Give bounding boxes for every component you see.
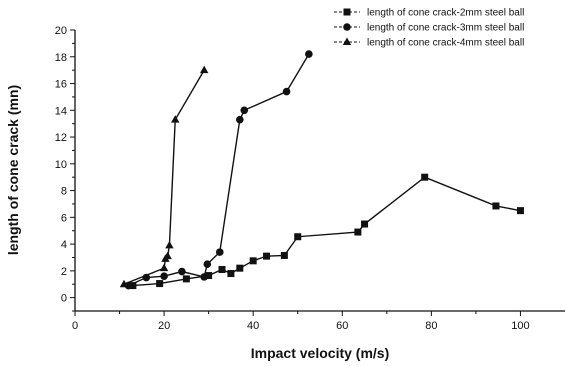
data-point	[159, 263, 169, 272]
legend-label: length of cone crack-2mm steel ball	[367, 8, 524, 19]
data-point	[171, 115, 180, 123]
data-point	[249, 257, 257, 265]
data-point	[215, 248, 224, 256]
data-point	[516, 207, 524, 215]
x-tick-label: 80	[425, 320, 437, 332]
data-point	[182, 275, 190, 283]
y-axis-ticks: 0 2 4 6 8 10 12 14 16 18 20	[55, 25, 75, 312]
data-point	[200, 273, 208, 281]
legend-label: length of cone crack-3mm steel ball	[367, 23, 524, 34]
data-point	[119, 279, 129, 288]
y-tick-label: 14	[55, 105, 67, 117]
data-point	[163, 251, 172, 260]
data-point	[280, 251, 288, 259]
plot-frame	[74, 30, 565, 312]
data-point	[199, 65, 209, 74]
legend-item: length of cone crack-2mm steel ball	[334, 8, 524, 19]
legend-marker	[342, 37, 352, 45]
y-tick-label: 18	[55, 52, 67, 64]
y-tick-label: 2	[61, 266, 67, 278]
data-point	[361, 220, 369, 228]
x-tick-label: 0	[72, 320, 78, 332]
data-point	[203, 260, 212, 268]
data-point	[354, 228, 362, 236]
data-point	[236, 264, 244, 272]
series-square	[129, 173, 524, 290]
data-point	[165, 240, 174, 249]
data-point	[282, 87, 291, 96]
data-point	[294, 233, 302, 241]
y-tick-label: 20	[55, 25, 67, 37]
y-tick-label: 6	[61, 212, 67, 224]
data-point	[129, 282, 137, 290]
x-axis-title: Impact velocity (m/s)	[251, 345, 390, 361]
y-tick-label: 16	[55, 79, 67, 91]
data-point	[218, 266, 226, 274]
data-point	[421, 173, 429, 181]
series-layer	[119, 50, 524, 290]
x-tick-label: 20	[158, 320, 170, 332]
y-axis-title: length of cone crack (mn)	[5, 85, 21, 255]
series-line	[123, 69, 205, 285]
x-tick-label: 40	[247, 320, 259, 332]
legend-label: length of cone crack-4mm steel ball	[367, 38, 524, 49]
x-tick-label: 100	[511, 320, 529, 332]
data-point	[236, 115, 244, 124]
data-point	[240, 106, 249, 115]
legend-item: length of cone crack-4mm steel ball	[334, 37, 524, 49]
data-point	[227, 270, 235, 278]
data-point	[205, 272, 213, 280]
data-point	[263, 252, 271, 260]
data-point	[492, 202, 500, 210]
x-axis-ticks: 0 20 40 60 80 100	[72, 311, 530, 332]
y-tick-label: 10	[55, 159, 67, 171]
series-triangle	[119, 65, 209, 288]
x-tick-label: 60	[336, 320, 348, 332]
y-tick-label: 4	[61, 239, 67, 251]
data-point	[305, 50, 313, 58]
legend: length of cone crack-2mm steel ball lengt…	[334, 8, 524, 49]
data-point	[160, 272, 168, 281]
y-tick-label: 12	[55, 132, 67, 144]
y-tick-label: 0	[61, 293, 67, 305]
data-point	[178, 267, 186, 276]
legend-marker	[343, 23, 351, 31]
y-tick-label: 8	[61, 186, 67, 198]
legend-marker	[343, 8, 351, 16]
data-point	[156, 280, 164, 288]
series-line	[132, 176, 521, 287]
legend-item: length of cone crack-3mm steel ball	[334, 23, 524, 34]
